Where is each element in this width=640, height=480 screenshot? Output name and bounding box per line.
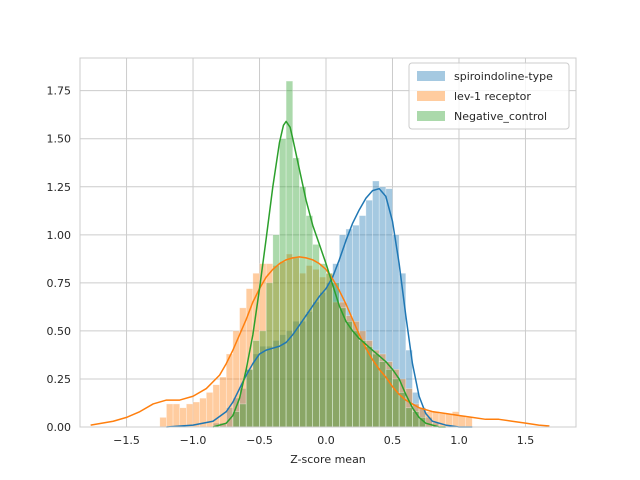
y-tick-label: 1.50 xyxy=(47,133,72,146)
series-3-bars xyxy=(232,80,427,428)
histogram-bar xyxy=(352,330,360,428)
histogram-bar xyxy=(458,415,466,428)
histogram-bar xyxy=(219,376,227,428)
legend-label: Negative_control xyxy=(454,110,547,123)
histogram-bar xyxy=(279,138,287,428)
histogram-bar xyxy=(339,307,347,428)
series-2-kde-line xyxy=(90,256,550,427)
y-tick-label: 1.75 xyxy=(47,85,72,98)
y-tick-label: 1.00 xyxy=(47,229,72,242)
series-3-kde-line xyxy=(212,120,446,428)
x-tick-label: 0.5 xyxy=(384,434,402,447)
x-tick-label: 1.0 xyxy=(450,434,468,447)
legend-swatch xyxy=(417,71,445,81)
x-tick-label: −1.0 xyxy=(180,434,207,447)
histogram-bar xyxy=(305,215,314,428)
histogram-bar xyxy=(186,403,194,428)
x-tick-label: −1.5 xyxy=(113,434,140,447)
histogram-bar xyxy=(465,417,473,428)
histogram-bar xyxy=(325,272,333,428)
histogram-bar xyxy=(299,186,307,428)
series-2-bars xyxy=(159,253,473,428)
y-tick-label: 1.25 xyxy=(47,181,72,194)
plot-frame xyxy=(79,57,577,428)
y-axis-ticks: 0.00 0.25 0.50 0.75 1.00 1.25 1.50 1.75 xyxy=(47,85,72,434)
histogram-bar xyxy=(179,407,187,428)
y-tick-label: 0.25 xyxy=(47,373,72,386)
histogram-bar xyxy=(292,157,300,428)
histogram-bar xyxy=(159,417,167,428)
plot-border xyxy=(79,57,577,428)
histogram-bar xyxy=(392,378,400,428)
series-1-bars xyxy=(212,180,440,428)
series-1-kde-line xyxy=(166,187,473,428)
legend: spiroindoline-type lev-1 receptor Negative… xyxy=(408,62,570,130)
x-axis-ticks: −1.5 −1.0 −0.5 0.0 0.5 1.0 1.5 xyxy=(113,434,534,447)
histogram-bar xyxy=(345,320,353,428)
histogram-bar xyxy=(265,282,274,428)
kde-curves xyxy=(90,120,550,428)
histogram-bar xyxy=(412,411,420,428)
histogram-bar xyxy=(252,340,260,428)
histogram-bar xyxy=(358,340,367,428)
x-tick-label: 0.0 xyxy=(317,434,335,447)
y-tick-label: 0.00 xyxy=(47,421,72,434)
y-tick-label: 0.50 xyxy=(47,325,72,338)
legend-box xyxy=(408,62,570,130)
x-tick-label: 1.5 xyxy=(517,434,535,447)
legend-label: lev-1 receptor xyxy=(454,90,531,103)
legend-label: spiroindoline-type xyxy=(454,70,553,83)
x-axis-label: Z-score mean xyxy=(290,453,366,466)
histogram-bar xyxy=(172,403,181,428)
histogram-bar xyxy=(245,369,254,428)
y-tick-label: 0.75 xyxy=(47,277,72,290)
legend-swatch xyxy=(417,111,445,121)
histogram-bar xyxy=(259,330,267,428)
x-tick-label: −0.5 xyxy=(246,434,273,447)
histogram-bars xyxy=(159,80,473,428)
histogram-bar xyxy=(166,403,174,428)
histogram-bar xyxy=(319,263,327,428)
histogram-bar xyxy=(239,403,247,428)
histogram-bar xyxy=(405,407,413,428)
histogram-bar xyxy=(312,244,320,428)
legend-swatch xyxy=(417,91,445,101)
